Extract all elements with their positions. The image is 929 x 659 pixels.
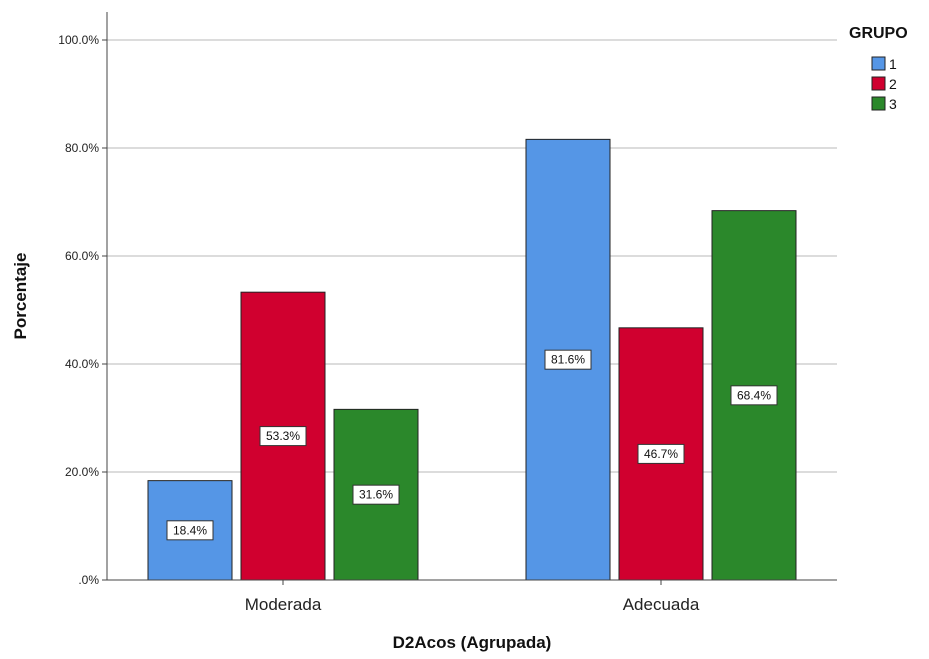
data-label: 31.6% (359, 488, 393, 502)
data-label: 46.7% (644, 447, 678, 461)
legend-swatch (871, 56, 886, 71)
y-tick-label: 60.0% (65, 249, 99, 263)
legend: GRUPO 1 2 3 (849, 25, 908, 112)
data-label: 68.4% (737, 388, 771, 402)
data-label-box (544, 349, 592, 370)
legend-swatch (871, 76, 886, 91)
y-axis-ticks: .0% 20.0% 40.0% 60.0% 80.0% 100.0% (58, 33, 107, 587)
legend-label: 3 (889, 96, 897, 112)
data-label-box (352, 484, 400, 505)
data-label: 53.3% (266, 429, 300, 443)
x-category-label: Moderada (245, 595, 322, 614)
data-label: 18.4% (173, 523, 207, 537)
y-tick-label: 80.0% (65, 141, 99, 155)
data-label-box (637, 443, 685, 464)
legend-label: 1 (889, 56, 897, 72)
y-tick-label: 100.0% (58, 33, 99, 47)
data-label: 81.6% (551, 353, 585, 367)
legend-label: 2 (889, 76, 897, 92)
bars (147, 138, 797, 581)
x-axis-title: D2Acos (Agrupada) (393, 633, 552, 652)
y-axis-title: Porcentaje (11, 253, 30, 340)
data-labels: 18.4% 53.3% 31.6% 81.6% 46.7% 68.4% (166, 349, 778, 541)
y-tick-label: 20.0% (65, 465, 99, 479)
data-label-box (166, 520, 214, 541)
data-label-box (259, 426, 307, 447)
x-axis-categories: Moderada Adecuada (245, 580, 700, 614)
x-category-label: Adecuada (623, 595, 700, 614)
data-label-box (730, 385, 778, 406)
axes (106, 12, 837, 581)
legend-title: GRUPO (849, 25, 908, 42)
legend-swatch (871, 96, 886, 111)
y-tick-label: 40.0% (65, 357, 99, 371)
y-tick-label: .0% (78, 573, 99, 587)
